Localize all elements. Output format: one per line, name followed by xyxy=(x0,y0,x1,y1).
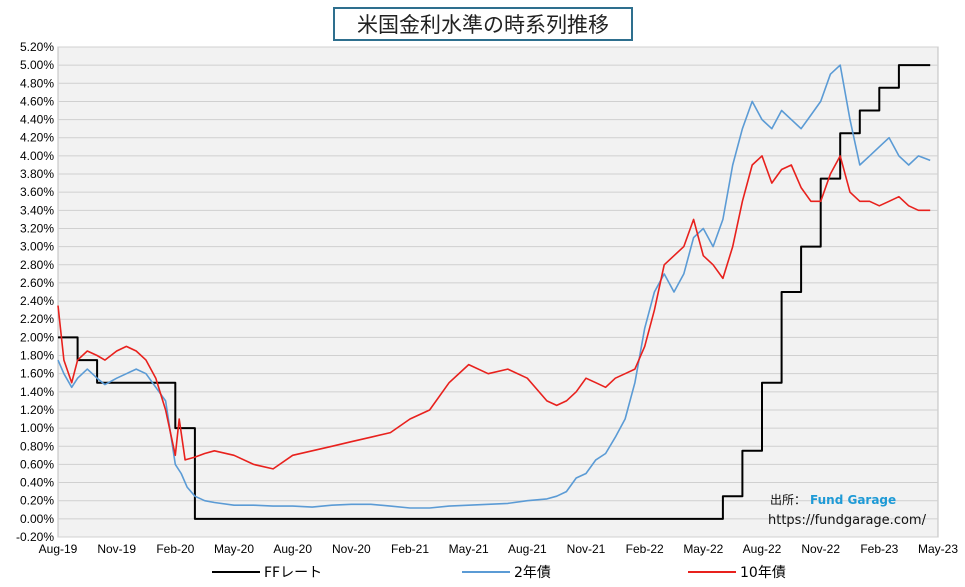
y-tick-label: 5.00% xyxy=(20,58,54,72)
legend-swatch-2y xyxy=(462,571,510,573)
y-tick-label: 1.40% xyxy=(20,385,54,399)
legend-swatch-ff-rate xyxy=(212,571,260,573)
y-tick-label: 2.00% xyxy=(20,330,54,344)
y-tick-label: 4.60% xyxy=(20,94,54,108)
x-tick-label: Nov-22 xyxy=(801,542,840,556)
y-tick-label: 1.80% xyxy=(20,349,54,363)
series-line-0 xyxy=(58,64,931,520)
x-tick-label: Aug-19 xyxy=(39,542,78,556)
x-tick-label: May-23 xyxy=(918,542,958,556)
x-tick-label: Nov-21 xyxy=(567,542,606,556)
y-tick-label: 5.20% xyxy=(20,40,54,54)
x-tick-label: Feb-22 xyxy=(626,542,664,556)
y-tick-label: 4.00% xyxy=(20,149,54,163)
y-tick-label: 3.40% xyxy=(20,203,54,217)
x-tick-label: May-20 xyxy=(214,542,254,556)
y-tick-label: 2.20% xyxy=(20,312,54,326)
y-tick-label: 3.60% xyxy=(20,185,54,199)
y-tick-label: 4.20% xyxy=(20,131,54,145)
y-tick-label: 0.80% xyxy=(20,439,54,453)
y-tick-label: 2.80% xyxy=(20,258,54,272)
y-tick-label: 3.80% xyxy=(20,167,54,181)
y-tick-label: 4.80% xyxy=(20,76,54,90)
x-tick-label: Feb-20 xyxy=(156,542,194,556)
y-tick-label: 2.60% xyxy=(20,276,54,290)
gridlines xyxy=(58,46,938,538)
source-label: 出所： xyxy=(770,493,807,507)
source-url: https://fundgarage.com/ xyxy=(768,513,926,528)
y-tick-label: 2.40% xyxy=(20,294,54,308)
y-tick-label: 0.40% xyxy=(20,476,54,490)
y-axis-tick-labels: -0.20% 0.00% 0.20% 0.40% 0.60% 0.80% 1.00% 1.20… xyxy=(16,40,54,544)
legend-item-2y: 2年債 xyxy=(462,562,551,582)
y-tick-label: 0.60% xyxy=(20,457,54,471)
y-tick-label: 0.00% xyxy=(20,512,54,526)
x-axis-tick-labels: Aug-19 Nov-19 Feb-20 May-20 Aug-20 Nov-20 Feb-… xyxy=(39,542,959,556)
source-credit: 出所： Fund Garage xyxy=(770,491,896,508)
y-tick-label: 1.20% xyxy=(20,403,54,417)
series-line-2 xyxy=(57,155,931,470)
y-tick-label: 3.00% xyxy=(20,240,54,254)
y-tick-label: 1.00% xyxy=(20,421,54,435)
legend-label-ff-rate: FFレート xyxy=(264,565,323,581)
legend-label-2y: 2年債 xyxy=(514,565,551,581)
y-tick-label: 3.20% xyxy=(20,221,54,235)
y-tick-label: 4.40% xyxy=(20,113,54,127)
legend: FFレート 2年債 10年債 xyxy=(0,562,965,582)
x-tick-label: Nov-20 xyxy=(332,542,371,556)
plot-background xyxy=(57,46,939,538)
legend-item-ff-rate: FFレート xyxy=(212,562,322,582)
x-tick-label: Aug-20 xyxy=(273,542,312,556)
x-tick-label: Feb-21 xyxy=(391,542,429,556)
y-tick-label: -0.20% xyxy=(16,530,54,544)
legend-item-10y: 10年債 xyxy=(688,562,786,582)
source-brand: Fund Garage xyxy=(810,493,897,507)
legend-label-10y: 10年債 xyxy=(740,565,786,581)
x-tick-label: Aug-22 xyxy=(743,542,782,556)
y-tick-label: 1.60% xyxy=(20,367,54,381)
x-tick-label: Feb-23 xyxy=(860,542,898,556)
legend-swatch-10y xyxy=(688,571,736,573)
x-tick-label: May-21 xyxy=(449,542,489,556)
x-tick-label: Aug-21 xyxy=(508,542,547,556)
x-tick-label: May-22 xyxy=(683,542,723,556)
series-lines xyxy=(57,64,931,520)
chart-title: 米国金利水準の時系列推移 xyxy=(333,7,633,41)
y-tick-label: 0.20% xyxy=(20,494,54,508)
x-tick-label: Nov-19 xyxy=(97,542,136,556)
